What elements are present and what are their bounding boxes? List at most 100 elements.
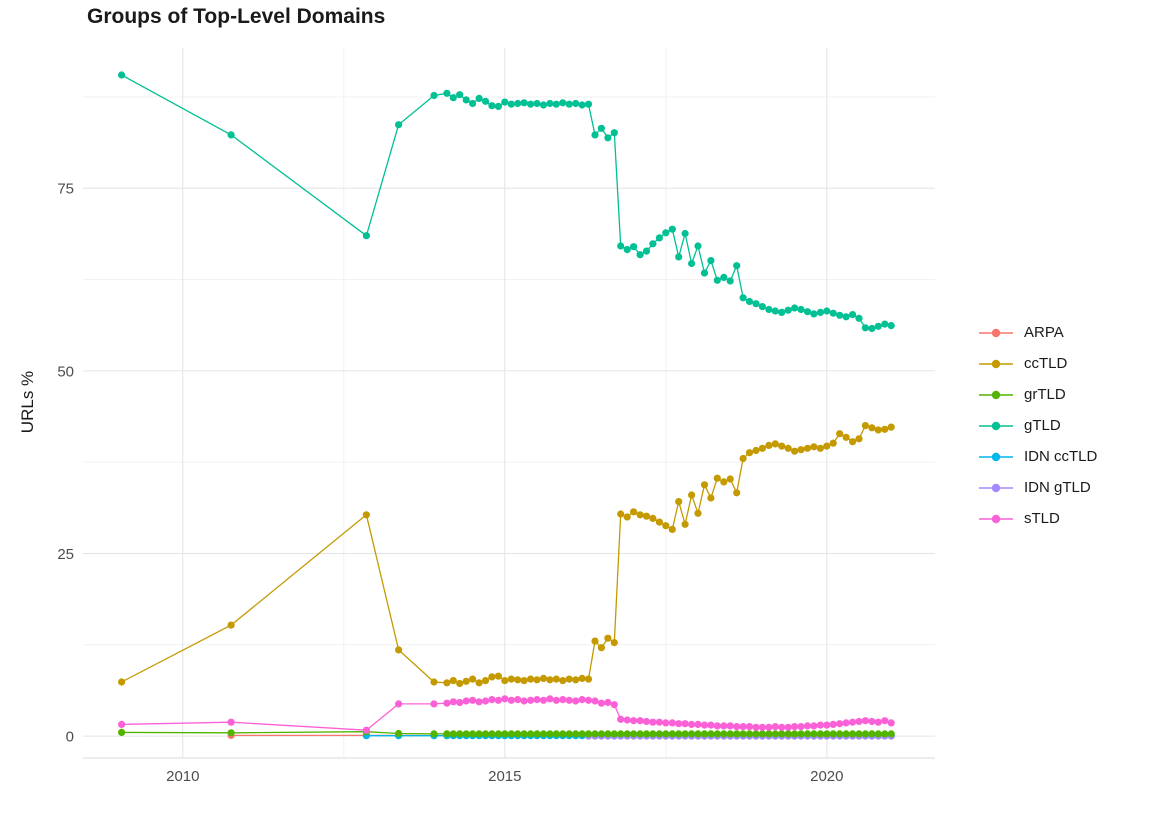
data-point xyxy=(597,730,606,738)
data-point xyxy=(449,730,457,738)
data-point xyxy=(810,443,818,451)
data-point xyxy=(481,97,490,105)
legend-label: ccTLD xyxy=(1024,355,1068,372)
data-point xyxy=(649,718,657,726)
data-point xyxy=(610,639,618,647)
data-point xyxy=(507,100,515,108)
data-point xyxy=(572,99,580,108)
legend-item-grtld: grTLD xyxy=(978,379,1097,410)
data-point xyxy=(456,730,464,738)
data-point xyxy=(887,423,895,431)
data-point xyxy=(630,243,638,251)
data-point xyxy=(584,696,593,704)
data-point xyxy=(584,730,593,738)
series-stld xyxy=(118,695,895,734)
data-point xyxy=(475,698,483,706)
data-point xyxy=(868,717,876,726)
data-point xyxy=(469,730,477,738)
data-point xyxy=(539,730,548,738)
data-point xyxy=(778,723,786,731)
data-point xyxy=(533,676,541,684)
legend-key-icon xyxy=(979,483,1013,492)
data-point xyxy=(713,722,721,730)
data-point xyxy=(118,720,126,729)
data-point xyxy=(842,313,850,321)
data-point xyxy=(552,100,560,108)
data-point xyxy=(797,730,805,738)
data-point xyxy=(469,696,477,704)
legend-label: IDN gTLD xyxy=(1024,479,1091,496)
data-point xyxy=(469,99,477,108)
data-point xyxy=(527,100,535,108)
data-point xyxy=(591,697,599,705)
data-point xyxy=(874,426,882,434)
data-point xyxy=(520,730,528,738)
data-point xyxy=(630,730,638,738)
data-point xyxy=(668,730,676,738)
data-point xyxy=(861,730,870,738)
data-point xyxy=(694,720,702,729)
data-point xyxy=(514,696,522,704)
legend-key-icon xyxy=(979,452,1013,461)
y-tick-label-25: 25 xyxy=(57,546,74,563)
data-point xyxy=(816,308,825,316)
data-point xyxy=(395,729,403,738)
data-point xyxy=(610,730,618,738)
data-point xyxy=(642,512,651,520)
data-point xyxy=(694,730,702,738)
data-point xyxy=(745,723,754,731)
data-point xyxy=(533,730,541,738)
data-point xyxy=(765,441,773,449)
data-point xyxy=(494,730,502,738)
data-point xyxy=(797,723,805,731)
data-point xyxy=(675,498,683,506)
data-point xyxy=(778,442,786,450)
data-point xyxy=(842,730,850,738)
data-point xyxy=(597,644,606,652)
grid-major xyxy=(83,48,935,758)
data-point xyxy=(739,454,747,463)
data-point xyxy=(765,305,773,314)
data-point xyxy=(578,730,586,738)
series-line xyxy=(121,74,892,330)
data-point xyxy=(758,730,767,738)
data-point xyxy=(861,324,870,332)
data-point xyxy=(688,730,696,738)
data-point xyxy=(578,101,586,109)
legend-key-icon xyxy=(979,359,1013,368)
data-point xyxy=(733,262,741,270)
data-point xyxy=(752,730,760,738)
data-point xyxy=(784,723,792,731)
legend-item-stld: sTLD xyxy=(978,503,1097,534)
data-point xyxy=(395,121,403,129)
data-point xyxy=(797,305,805,314)
data-point xyxy=(539,696,548,704)
data-point xyxy=(572,676,580,684)
data-point xyxy=(501,695,509,703)
legend-label: grTLD xyxy=(1024,386,1066,403)
data-point xyxy=(623,716,631,724)
data-point xyxy=(700,721,709,729)
data-point xyxy=(572,730,580,738)
data-point xyxy=(362,232,370,240)
data-point xyxy=(861,717,870,725)
data-point xyxy=(881,730,889,738)
data-point xyxy=(456,698,464,707)
data-point xyxy=(836,311,844,319)
data-point xyxy=(752,446,760,455)
data-point xyxy=(469,675,477,683)
data-point xyxy=(881,425,889,433)
data-point xyxy=(681,720,689,728)
data-point xyxy=(227,621,235,629)
y-tick-label-75: 75 xyxy=(57,181,74,198)
data-point xyxy=(733,730,741,738)
data-point xyxy=(694,509,702,517)
data-point xyxy=(604,698,612,707)
data-point xyxy=(507,730,515,738)
data-point xyxy=(636,511,644,519)
y-tick-label-0: 0 xyxy=(66,729,74,746)
data-point xyxy=(617,510,625,518)
data-point xyxy=(868,424,876,432)
data-point xyxy=(604,730,612,738)
